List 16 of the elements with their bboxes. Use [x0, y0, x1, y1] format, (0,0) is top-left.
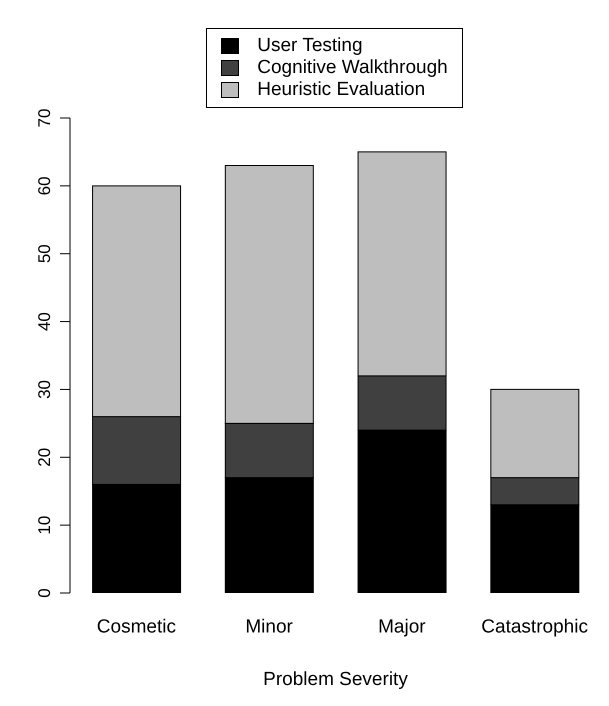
x-tick-label: Cosmetic	[96, 616, 176, 638]
legend-label: Cognitive Walkthrough	[257, 57, 448, 79]
y-tick-label: 0	[35, 588, 54, 598]
x-tick-label: Major	[378, 616, 426, 638]
x-axis-title: Problem Severity	[263, 669, 408, 690]
y-tick-label: 60	[35, 176, 54, 196]
y-tick-label: 10	[35, 516, 54, 535]
legend-label: User Testing	[257, 35, 363, 57]
y-tick-label: 40	[35, 312, 54, 332]
y-tick-label: 20	[35, 448, 54, 467]
x-tick-label: Catastrophic	[481, 616, 588, 638]
x-tick-label: Minor	[245, 616, 294, 638]
legend-label: Heuristic Evaluation	[257, 79, 426, 101]
y-tick-label: 30	[35, 380, 54, 399]
y-tick-label: 50	[35, 244, 54, 264]
y-tick-label: 70	[35, 108, 54, 128]
